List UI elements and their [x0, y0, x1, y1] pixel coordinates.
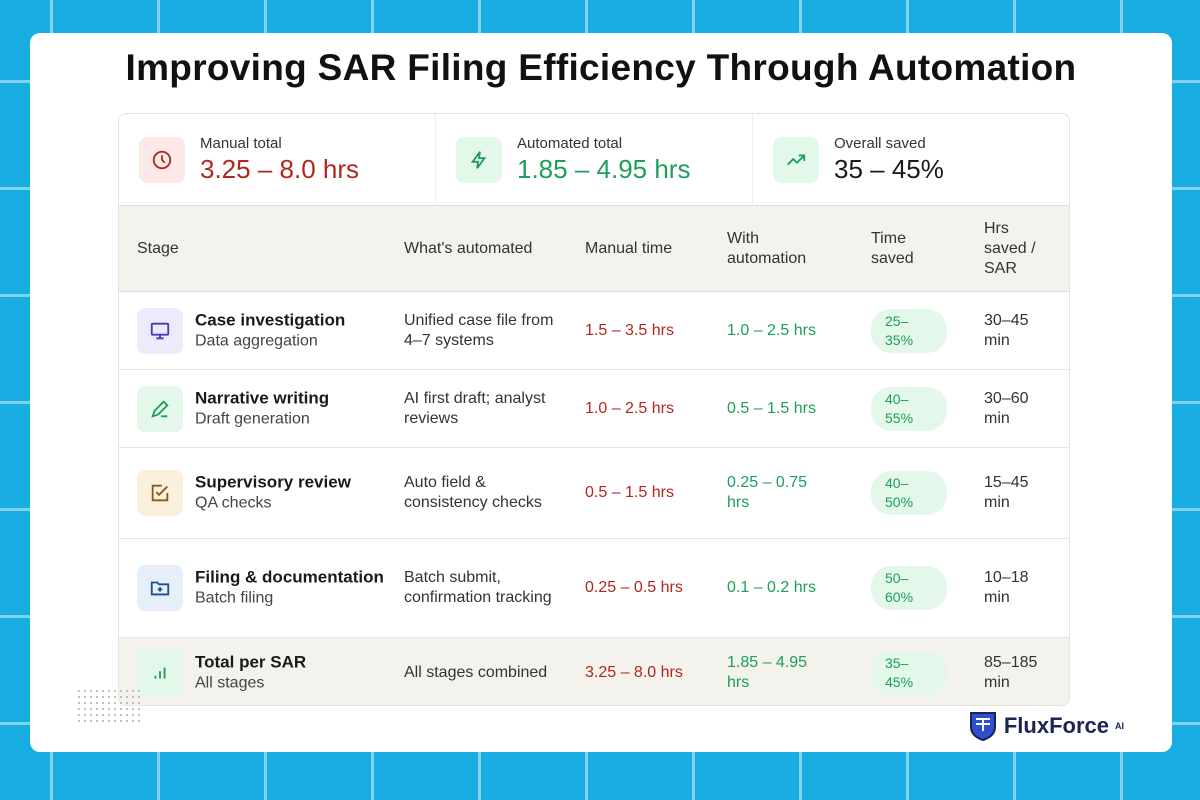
time-saved-badge: 25–35% — [871, 308, 947, 353]
time-saved-badge: 40–55% — [871, 386, 947, 431]
with-automation-cell: 0.5 – 1.5 hrs — [727, 399, 816, 417]
stage-cell: Narrative writing Draft generation — [195, 387, 385, 430]
logo-sup: AI — [1115, 721, 1124, 731]
stage-sub: Data aggregation — [195, 332, 318, 349]
automated-cell: Batch submit, confirmation tracking — [404, 569, 552, 606]
shield-logo-icon — [969, 712, 996, 742]
stat-overall-saved: Overall saved 35 – 45% — [753, 114, 1069, 205]
table-row: Narrative writing Draft generation AI fir… — [119, 370, 1069, 448]
hrs-saved-cell: 15–45 min — [984, 474, 1029, 511]
stage-name: Filing & documentation — [195, 567, 384, 587]
infographic-card: Improving SAR Filing Efficiency Through … — [30, 33, 1172, 752]
header-time-saved: Time saved — [871, 229, 914, 267]
with-automation-cell: 1.0 – 2.5 hrs — [727, 321, 816, 339]
header-automated: What's automated — [404, 239, 533, 257]
automated-cell: Auto field & consistency checks — [404, 474, 542, 511]
header-hrs-saved: Hrs saved / SAR — [984, 219, 1036, 277]
time-saved-badge: 35–45% — [871, 651, 947, 695]
stat-value: 3.25 – 8.0 hrs — [200, 153, 359, 184]
manual-time-cell: 0.5 – 1.5 hrs — [585, 484, 674, 501]
table-row: Filing & documentation Batch filing Batch… — [119, 539, 1069, 638]
stage-cell: Filing & documentation Batch filing — [195, 567, 385, 610]
header-manual-time: Manual time — [585, 239, 673, 257]
stat-label: Overall saved — [834, 134, 926, 152]
manual-time-cell: 3.25 – 8.0 hrs — [585, 664, 683, 681]
stat-label: Manual total — [200, 134, 282, 152]
stage-sub: Batch filing — [195, 589, 274, 607]
stage-name: Supervisory review — [195, 472, 351, 492]
hrs-saved-cell: 30–60 min — [984, 389, 1029, 427]
stage-name: Case investigation — [195, 310, 346, 329]
automated-cell: Unified case file from 4–7 systems — [404, 311, 554, 349]
hrs-saved-cell: 85–185 min — [984, 654, 1038, 691]
stage-cell: Total per SAR All stages — [195, 652, 385, 695]
summary-stats: Manual total 3.25 – 8.0 hrs Automated to… — [119, 114, 1069, 206]
monitor-icon — [137, 307, 183, 354]
with-automation-cell: 0.25 – 0.75 hrs — [727, 474, 808, 511]
stat-manual-total: Manual total 3.25 – 8.0 hrs — [119, 114, 436, 205]
hrs-saved-cell: 10–18 min — [984, 569, 1029, 606]
automated-cell: All stages combined — [404, 664, 548, 681]
time-saved-badge: 50–60% — [871, 566, 947, 610]
trending-up-icon — [773, 136, 819, 183]
table-row: Supervisory review QA checks Auto field &… — [119, 448, 1069, 539]
clock-icon — [139, 136, 185, 183]
pen-icon — [137, 385, 183, 432]
stage-name: Narrative writing — [195, 388, 330, 407]
stat-label: Automated total — [517, 134, 623, 152]
comparison-panel: Manual total 3.25 – 8.0 hrs Automated to… — [118, 113, 1070, 706]
stage-cell: Case investigation Data aggregation — [195, 309, 385, 352]
checkbox-icon — [137, 470, 183, 516]
page-title: Improving SAR Filing Efficiency Through … — [125, 47, 1077, 88]
dot-pattern — [76, 688, 142, 724]
with-automation-cell: 1.85 – 4.95 hrs — [727, 654, 808, 691]
stage-name: Total per SAR — [195, 652, 307, 672]
manual-time-cell: 0.25 – 0.5 hrs — [585, 579, 683, 596]
stat-value: 35 – 45% — [834, 153, 944, 184]
logo-text: FluxForce — [1003, 713, 1109, 738]
stage-cell: Supervisory review QA checks — [195, 472, 385, 515]
fluxforce-logo: FluxForce AI — [968, 710, 1124, 742]
stage-sub: Draft generation — [195, 410, 310, 427]
stat-automated-total: Automated total 1.85 – 4.95 hrs — [436, 114, 753, 205]
lightning-icon — [456, 136, 502, 183]
table-row: Case investigation Data aggregation Unifi… — [119, 292, 1069, 370]
total-row: Total per SAR All stages All stages combi… — [119, 638, 1069, 705]
stage-sub: All stages — [195, 674, 265, 692]
stat-value: 1.85 – 4.95 hrs — [517, 153, 691, 184]
automated-cell: AI first draft; analyst reviews — [404, 389, 546, 427]
time-saved-badge: 40–50% — [871, 471, 947, 515]
hrs-saved-cell: 30–45 min — [984, 311, 1029, 349]
stage-sub: QA checks — [195, 494, 272, 512]
table-header: Stage What's automated Manual time With … — [119, 206, 1069, 292]
header-stage: Stage — [137, 239, 179, 257]
folder-plus-icon — [137, 565, 183, 611]
header-with-automation: With automation — [727, 229, 807, 267]
bar-chart-icon — [137, 650, 183, 696]
with-automation-cell: 0.1 – 0.2 hrs — [727, 579, 816, 596]
manual-time-cell: 1.0 – 2.5 hrs — [585, 399, 674, 417]
manual-time-cell: 1.5 – 3.5 hrs — [585, 321, 674, 339]
